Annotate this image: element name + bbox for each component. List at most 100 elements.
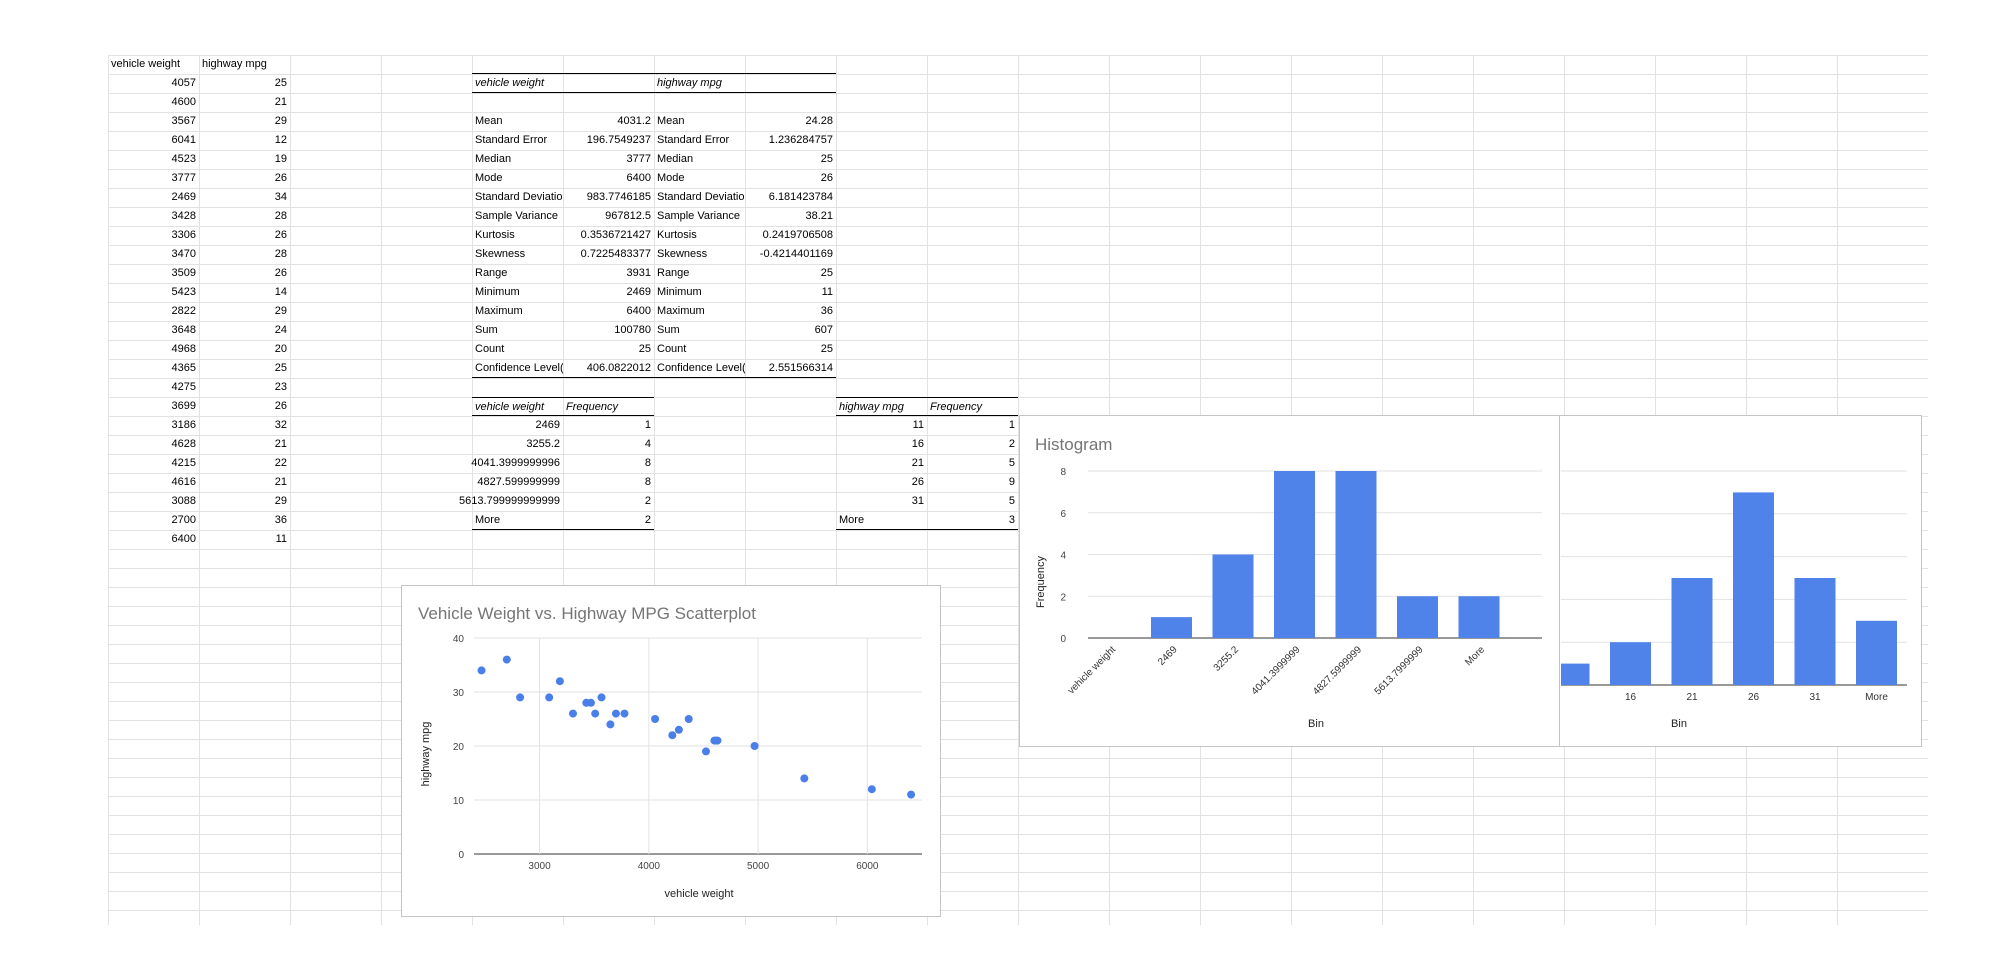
freq-weight-header-bin[interactable]: vehicle weight xyxy=(472,397,563,416)
cell-highway-mpg[interactable]: 25 xyxy=(274,362,287,374)
desc-stat-label[interactable]: Standard Deviation xyxy=(657,191,745,203)
desc-stat-label[interactable]: Range xyxy=(657,267,690,279)
freq-weight-bin[interactable]: 4827.599999999 xyxy=(477,476,560,488)
cell-vehicle-weight[interactable]: 4968 xyxy=(171,343,196,355)
desc-stat-label[interactable]: Skewness xyxy=(657,248,708,260)
desc-stat-value[interactable]: 38.21 xyxy=(805,210,833,222)
cell-highway-mpg[interactable]: 21 xyxy=(274,438,287,450)
freq-mpg-bin[interactable]: 16 xyxy=(911,438,924,450)
cell-vehicle-weight[interactable]: 3509 xyxy=(171,267,196,279)
freq-mpg-bin[interactable]: 31 xyxy=(911,495,924,507)
desc-stat-value[interactable]: 26 xyxy=(820,172,833,184)
scatterplot-chart[interactable]: Vehicle Weight vs. Highway MPG Scatterpl… xyxy=(401,585,941,917)
cell-vehicle-weight[interactable]: 3088 xyxy=(171,495,196,507)
cell-vehicle-weight[interactable]: 3470 xyxy=(171,248,196,260)
desc-border-top-cell[interactable] xyxy=(472,55,563,74)
desc-border-top-cell[interactable] xyxy=(654,55,745,74)
freq-mpg-count[interactable]: 1 xyxy=(1008,419,1015,431)
cell-vehicle-weight[interactable]: 4215 xyxy=(171,457,196,469)
freq-weight-count[interactable]: 2 xyxy=(644,495,651,507)
desc-stat-value[interactable]: 0.7225483377 xyxy=(580,248,651,260)
desc-stat-label[interactable]: Maximum xyxy=(475,305,523,317)
freq-mpg-bin[interactable]: 11 xyxy=(912,419,924,431)
cell-highway-mpg[interactable]: 12 xyxy=(274,134,287,146)
desc-stat-label[interactable]: Confidence Level(95.0%) xyxy=(654,359,745,378)
cell-vehicle-weight[interactable]: 4616 xyxy=(171,476,196,488)
freq-weight-count[interactable]: 8 xyxy=(644,476,651,488)
freq-weight-count[interactable]: 8 xyxy=(644,457,651,469)
cell-highway-mpg[interactable]: 29 xyxy=(274,495,287,507)
desc-stat-label[interactable]: Standard Deviation xyxy=(475,191,563,203)
cell-highway-mpg[interactable]: 34 xyxy=(274,191,287,203)
freq-weight-header-frequency[interactable]: Frequency xyxy=(563,397,654,416)
cell-highway-mpg[interactable]: 26 xyxy=(274,172,287,184)
desc-stat-label[interactable]: Sample Variance xyxy=(475,210,558,222)
cell-vehicle-weight[interactable]: 3699 xyxy=(171,400,196,412)
cell-vehicle-weight[interactable]: 4523 xyxy=(171,153,196,165)
cell-vehicle-weight[interactable]: 3567 xyxy=(171,115,196,127)
cell-highway-mpg[interactable]: 21 xyxy=(274,476,287,488)
desc-stat-value[interactable]: 100780 xyxy=(614,324,651,336)
cell-highway-mpg[interactable]: 25 xyxy=(274,77,287,89)
freq-weight-count[interactable]: 1 xyxy=(644,419,651,431)
cell-vehicle-weight[interactable]: 4057 xyxy=(171,77,196,89)
desc-stat-label[interactable]: Kurtosis xyxy=(657,229,697,241)
desc-stat-label[interactable]: Mean xyxy=(475,115,503,127)
cell-highway-mpg[interactable]: 21 xyxy=(274,96,287,108)
desc-header-empty[interactable] xyxy=(563,74,654,93)
desc-stat-label[interactable]: Count xyxy=(657,343,687,355)
cell-highway-mpg[interactable]: 26 xyxy=(274,400,287,412)
desc-stat-value[interactable]: 6400 xyxy=(626,305,651,317)
cell-vehicle-weight[interactable]: 4600 xyxy=(171,96,196,108)
desc-border-top-cell[interactable] xyxy=(563,55,654,74)
desc-stat-value[interactable]: 25 xyxy=(820,343,833,355)
cell-vehicle-weight[interactable]: 3306 xyxy=(171,229,196,241)
freq-mpg-bin[interactable]: 21 xyxy=(911,457,924,469)
freq-mpg-count[interactable]: 2 xyxy=(1008,438,1015,450)
desc-header-empty[interactable] xyxy=(745,74,836,93)
desc-stat-label[interactable]: Minimum xyxy=(657,286,702,298)
cell-vehicle-weight[interactable]: 3777 xyxy=(171,172,196,184)
freq-weight-bin[interactable]: 5613.799999999999 xyxy=(459,495,560,507)
desc-stat-value[interactable]: -0.4214401169 xyxy=(759,248,833,260)
desc-stat-label[interactable]: Skewness xyxy=(475,248,526,260)
desc-stat-value[interactable]: 25 xyxy=(638,343,651,355)
freq-mpg-header-bin[interactable]: highway mpg xyxy=(836,397,927,416)
cell-vehicle-weight[interactable]: 3186 xyxy=(171,419,196,431)
desc-stat-label[interactable]: Sample Variance xyxy=(657,210,740,222)
freq-mpg-count[interactable]: 9 xyxy=(1008,476,1015,488)
desc-stat-label[interactable]: Confidence Level(95.0%) xyxy=(472,359,563,378)
desc-stat-value[interactable]: 983.7746185 xyxy=(586,191,651,203)
freq-mpg-bin[interactable]: 26 xyxy=(911,476,924,488)
desc-stat-label[interactable]: Minimum xyxy=(475,286,520,298)
cell-vehicle-weight[interactable]: 2700 xyxy=(171,514,196,526)
cell-highway-mpg[interactable]: 26 xyxy=(274,229,287,241)
desc-stat-label[interactable]: Mode xyxy=(475,172,503,184)
cell-vehicle-weight[interactable]: 2822 xyxy=(171,305,196,317)
freq-weight-count[interactable]: 2 xyxy=(563,511,654,530)
freq-mpg-count[interactable]: 3 xyxy=(927,511,1018,530)
cell-highway-mpg[interactable]: 32 xyxy=(274,419,287,431)
desc-stat-label[interactable]: Maximum xyxy=(657,305,705,317)
desc-stat-value[interactable]: 0.2419706508 xyxy=(762,229,833,241)
cell-highway-mpg[interactable]: 28 xyxy=(274,248,287,260)
freq-mpg-count[interactable]: 5 xyxy=(1008,457,1015,469)
desc-stat-value[interactable]: 196.7549237 xyxy=(586,134,651,146)
desc-header-highway-mpg[interactable]: highway mpg xyxy=(654,74,745,93)
cell-highway-mpg[interactable]: 14 xyxy=(274,286,287,298)
desc-header-vehicle-weight[interactable]: vehicle weight xyxy=(472,74,563,93)
desc-stat-label[interactable]: Sum xyxy=(657,324,680,336)
cell-vehicle-weight[interactable]: 5423 xyxy=(171,286,196,298)
desc-stat-label[interactable]: Median xyxy=(475,153,512,165)
desc-stat-label[interactable]: Median xyxy=(657,153,694,165)
desc-stat-label[interactable]: Standard Error xyxy=(657,134,730,146)
desc-stat-label[interactable]: Kurtosis xyxy=(475,229,515,241)
freq-mpg-header-frequency[interactable]: Frequency xyxy=(927,397,1018,416)
cell-vehicle-weight[interactable]: 3428 xyxy=(171,210,196,222)
desc-stat-value[interactable]: 967812.5 xyxy=(605,210,651,222)
desc-stat-value[interactable]: 36 xyxy=(820,305,833,317)
freq-mpg-count[interactable]: 5 xyxy=(1008,495,1015,507)
freq-mpg-bin[interactable]: More xyxy=(836,511,927,530)
cell-highway-mpg[interactable]: 11 xyxy=(275,533,287,545)
freq-weight-bin[interactable]: 4041.3999999996 xyxy=(471,457,560,469)
